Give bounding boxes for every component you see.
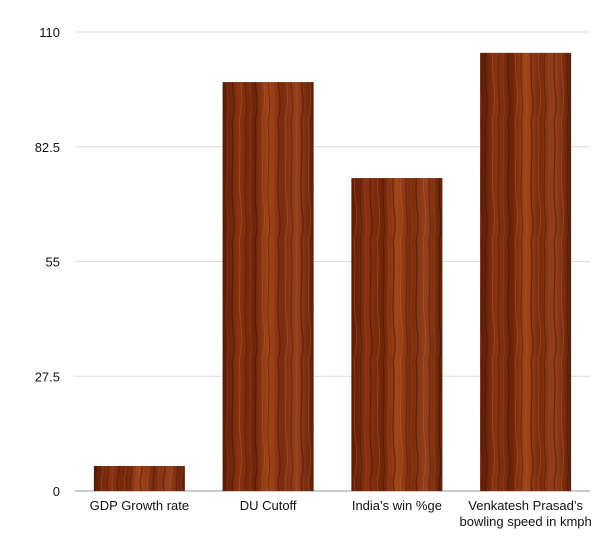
bar-grain xyxy=(351,178,443,491)
y-tick-label: 110 xyxy=(39,25,60,40)
y-tick-label: 27.5 xyxy=(35,369,60,384)
y-tick-label: 82.5 xyxy=(35,140,60,155)
bar-grain xyxy=(93,465,185,491)
x-category-label: Venkatesh Prasad’s bowling speed in kmph xyxy=(460,498,592,529)
y-tick-label: 0 xyxy=(53,484,60,499)
x-axis-labels: GDP Growth rate DU Cutoff India’s win %ge V… xyxy=(90,498,592,529)
y-axis-ticks: 0 27.5 55 82.5 110 xyxy=(35,25,60,499)
bar xyxy=(93,465,185,491)
x-category-label: GDP Growth rate xyxy=(90,498,189,513)
bar xyxy=(480,52,572,491)
bar-grain xyxy=(222,82,314,491)
bars xyxy=(93,52,572,491)
bar-grain xyxy=(480,52,572,491)
x-category-label: DU Cutoff xyxy=(240,498,297,513)
bar xyxy=(222,82,314,491)
y-tick-label: 55 xyxy=(46,255,60,270)
bar xyxy=(351,178,443,491)
x-category-label: India’s win %ge xyxy=(352,498,442,513)
